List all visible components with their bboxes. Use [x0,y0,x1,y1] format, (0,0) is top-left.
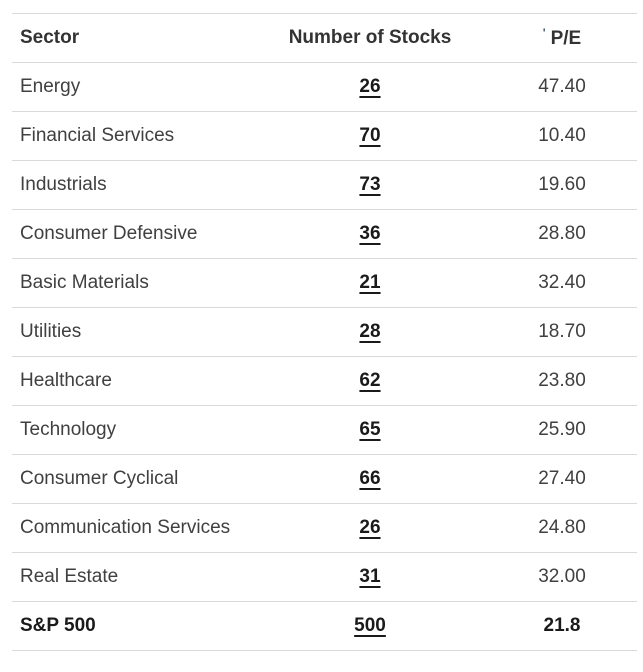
stocks-count-link[interactable]: 36 [359,223,381,244]
column-header-sector[interactable]: Sector [12,13,253,63]
pe-header-label: P/E [550,28,582,49]
total-sector-cell: S&P 500 [12,601,253,651]
stocks-cell: 65 [253,405,487,455]
table-row: Utilities 28 18.70 [12,307,637,357]
pe-cell: 18.70 [487,307,637,357]
total-stocks-cell: 500 [253,601,487,651]
sector-cell: Consumer Defensive [12,209,253,259]
stocks-cell: 26 [253,503,487,553]
table-row: Technology 65 25.90 [12,405,637,455]
table-row: Financial Services 70 10.40 [12,111,637,161]
pe-cell: 24.80 [487,503,637,553]
sector-cell: Industrials [12,160,253,210]
pe-cell: 28.80 [487,209,637,259]
sector-cell: Consumer Cyclical [12,454,253,504]
pe-cell: 32.40 [487,258,637,308]
sector-cell: Utilities [12,307,253,357]
sector-cell: Communication Services [12,503,253,553]
total-row-sp500: S&P 500 500 21.8 [12,601,637,651]
table-row: Basic Materials 21 32.40 [12,258,637,308]
pe-cell: 23.80 [487,356,637,406]
stocks-count-link[interactable]: 62 [359,370,381,391]
stocks-count-link[interactable]: 70 [359,125,381,146]
sector-cell: Real Estate [12,552,253,602]
table-row: Industrials 73 19.60 [12,160,637,210]
table-row: Healthcare 62 23.80 [12,356,637,406]
column-header-pe[interactable]: ' P/E [487,13,637,63]
header-row: Sector Number of Stocks ' P/E [12,13,637,63]
pe-cell: 19.60 [487,160,637,210]
stocks-cell: 66 [253,454,487,504]
sector-cell: Basic Materials [12,258,253,308]
pe-cell: 25.90 [487,405,637,455]
pe-cell: 27.40 [487,454,637,504]
pe-cell: 32.00 [487,552,637,602]
table-row: Energy 26 47.40 [12,62,637,112]
sector-cell: Financial Services [12,111,253,161]
table-row: Consumer Defensive 36 28.80 [12,209,637,259]
stocks-cell: 62 [253,356,487,406]
stocks-cell: 28 [253,307,487,357]
stocks-count-link[interactable]: 26 [359,76,381,97]
stocks-count-link[interactable]: 31 [359,566,381,587]
sector-cell: Technology [12,405,253,455]
total-stocks-count-link[interactable]: 500 [354,615,386,636]
pe-cell: 47.40 [487,62,637,112]
column-header-number-of-stocks[interactable]: Number of Stocks [253,13,487,63]
stocks-cell: 21 [253,258,487,308]
stocks-count-link[interactable]: 28 [359,321,381,342]
stocks-count-link[interactable]: 66 [359,468,381,489]
stocks-cell: 31 [253,552,487,602]
pe-cell: 10.40 [487,111,637,161]
total-pe-cell: 21.8 [487,601,637,651]
stocks-cell: 73 [253,160,487,210]
sector-pe-table: Sector Number of Stocks ' P/E Energy 26 4… [12,13,637,651]
stocks-count-link[interactable]: 21 [359,272,381,293]
stocks-count-link[interactable]: 65 [359,419,381,440]
stocks-count-link[interactable]: 26 [359,517,381,538]
sector-cell: Energy [12,62,253,112]
stocks-cell: 70 [253,111,487,161]
stocks-cell: 26 [253,62,487,112]
stocks-cell: 36 [253,209,487,259]
stocks-count-link[interactable]: 73 [359,174,381,195]
sector-cell: Healthcare [12,356,253,406]
sort-indicator-icon: ' [542,26,546,40]
table-row: Real Estate 31 32.00 [12,552,637,602]
table-row: Communication Services 26 24.80 [12,503,637,553]
table-row: Consumer Cyclical 66 27.40 [12,454,637,504]
